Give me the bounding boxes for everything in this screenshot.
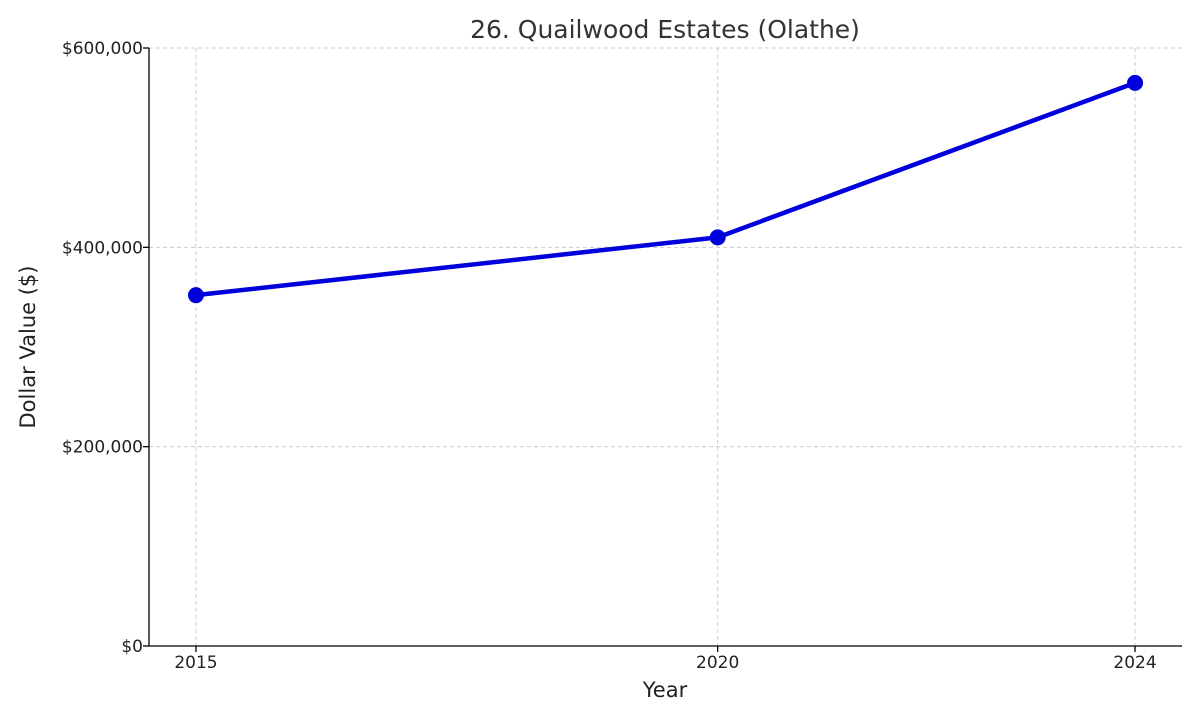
grid-lines xyxy=(149,47,1182,646)
y-tick-label: $0 xyxy=(121,637,143,657)
y-tick-label: $200,000 xyxy=(62,438,143,458)
data-point-marker xyxy=(187,287,204,304)
y-tick-label: $400,000 xyxy=(62,238,143,258)
axes xyxy=(148,48,1182,647)
data-point-marker xyxy=(1127,74,1144,91)
y-tick-label: $600,000 xyxy=(62,39,143,59)
y-axis-label: Dollar Value ($) xyxy=(16,266,40,429)
data-point-marker xyxy=(709,229,726,246)
x-axis-label: Year xyxy=(642,678,688,702)
x-tick-label: 2020 xyxy=(696,653,739,673)
series-group xyxy=(187,74,1144,304)
series-line xyxy=(193,80,1138,298)
x-tick-label: 2024 xyxy=(1113,653,1156,673)
tick-marks: $0 $200,000 $400,000 $600,000 2015 2020 2024 xyxy=(62,39,1157,673)
x-tick-label: 2015 xyxy=(174,653,217,673)
chart-title: 26. Quailwood Estates (Olathe) xyxy=(470,15,860,44)
